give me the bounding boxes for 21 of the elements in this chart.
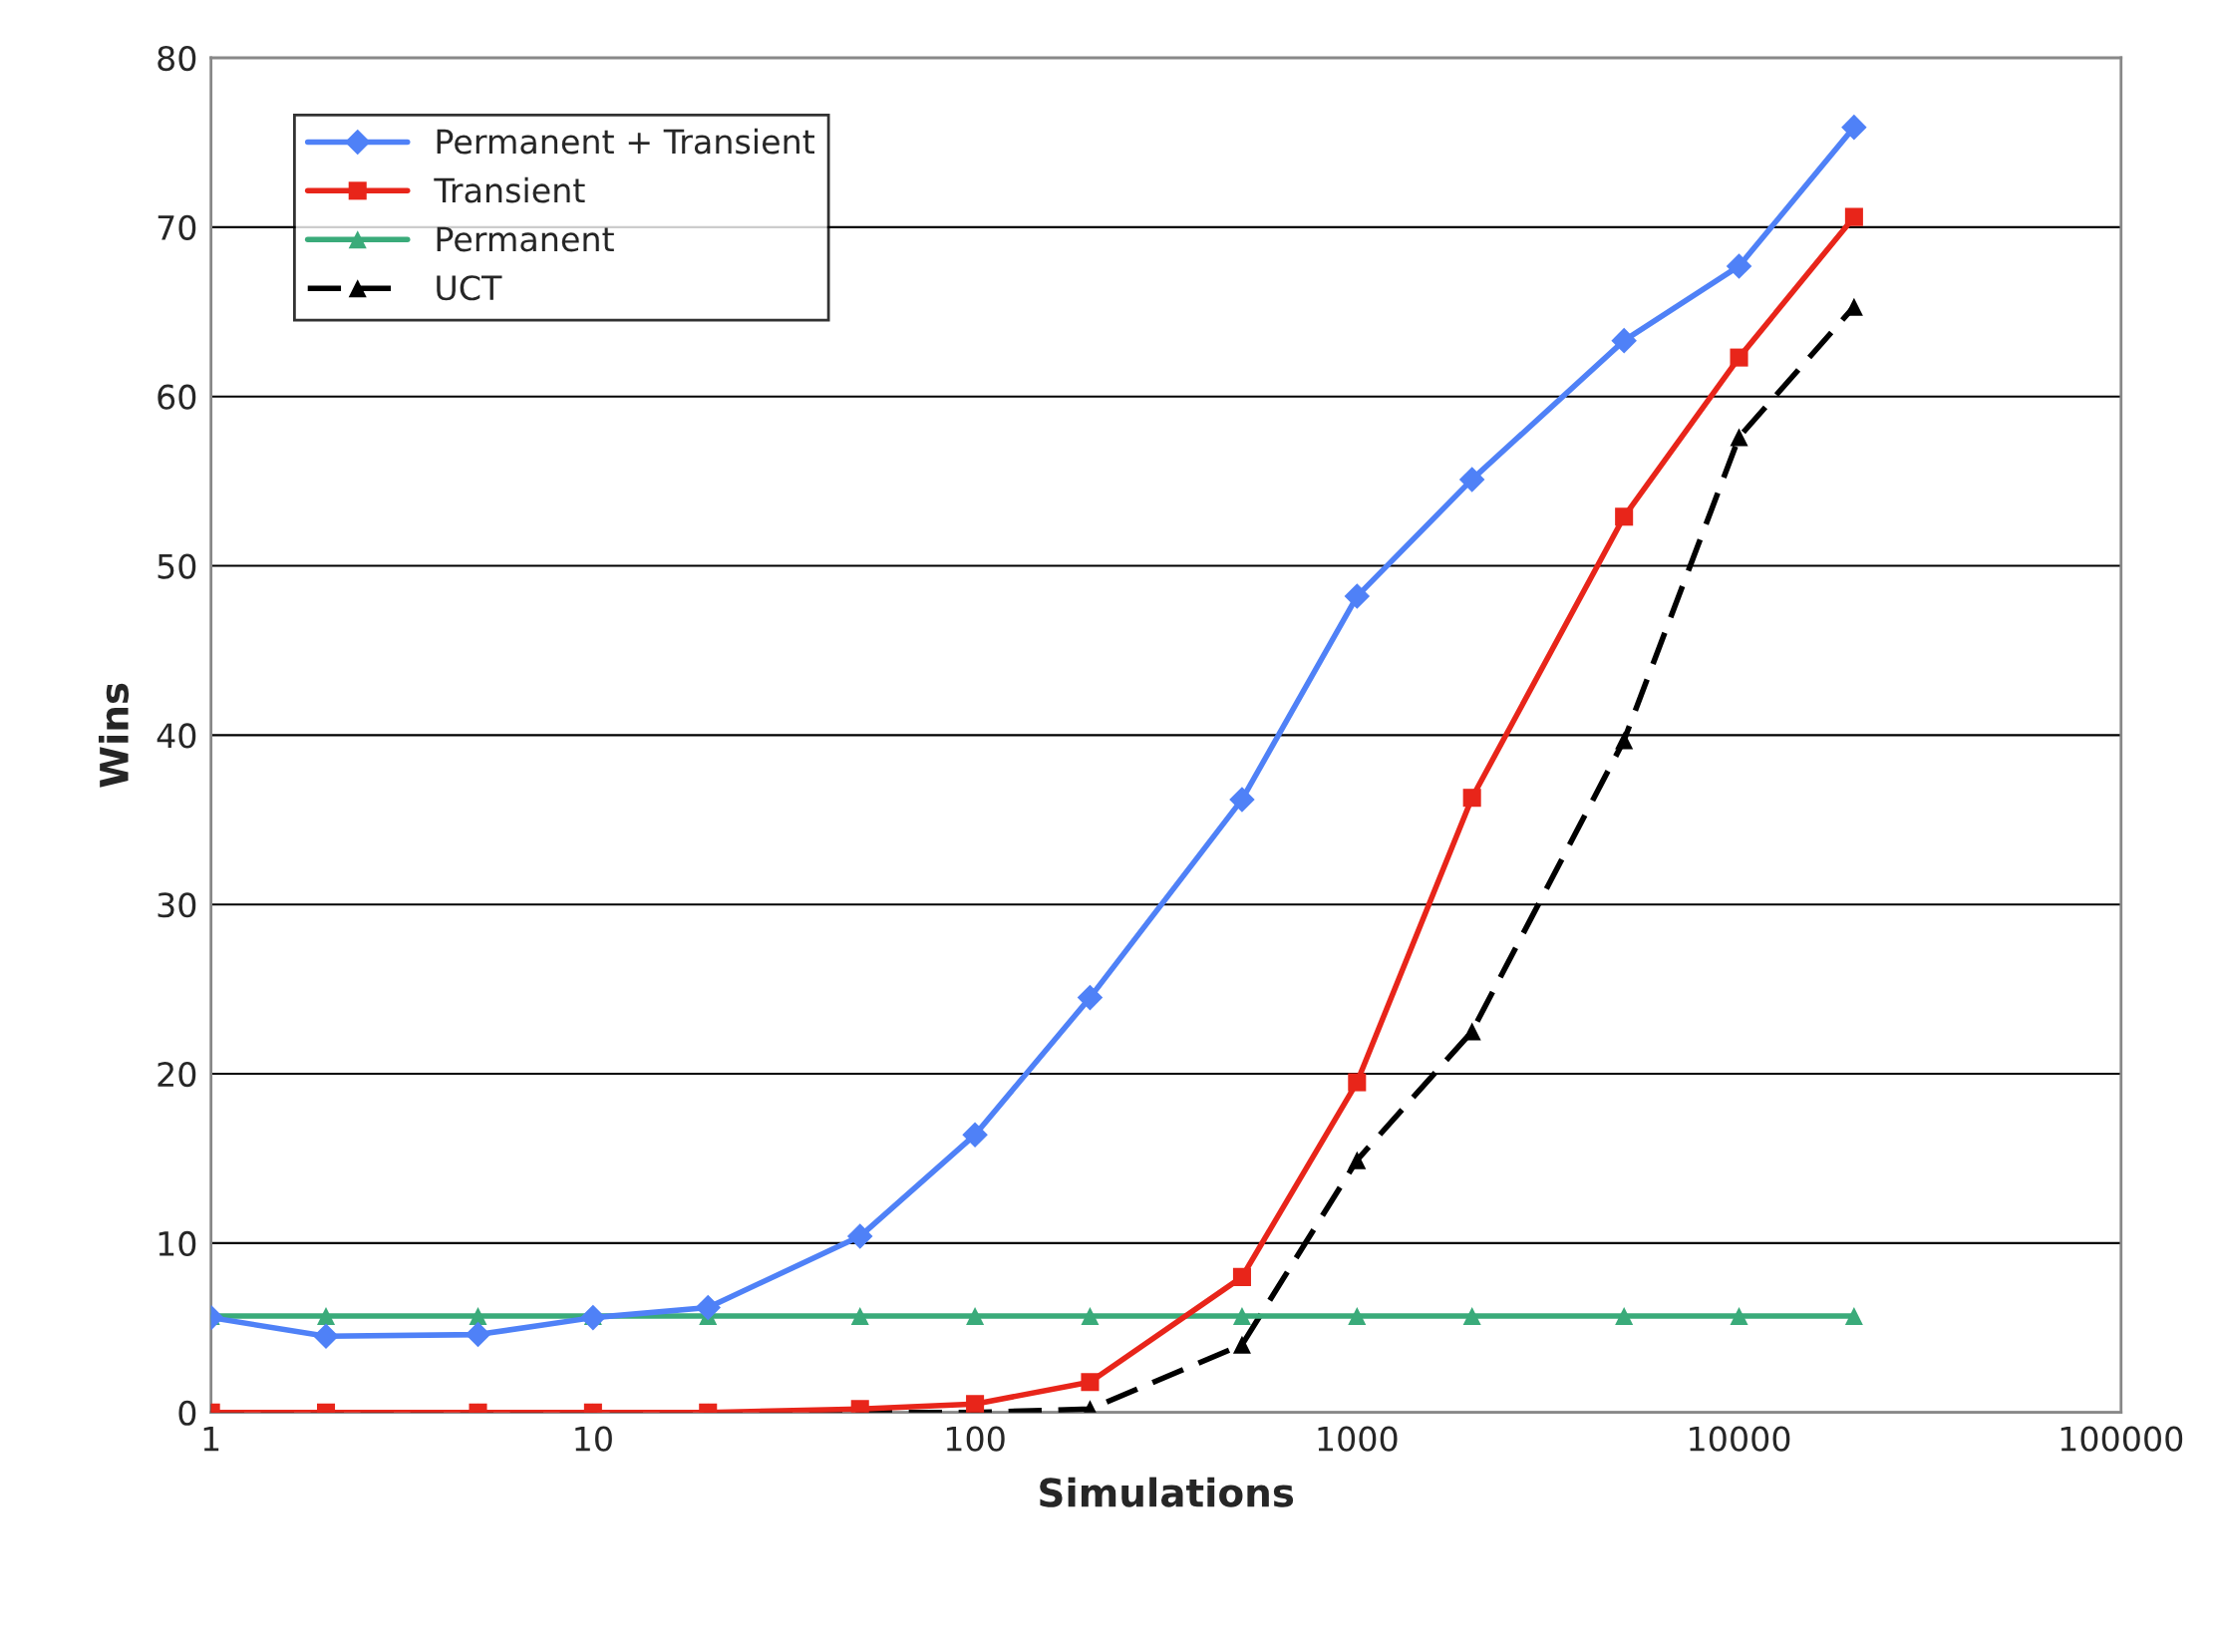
x-axis-title: Simulations: [1040, 1477, 1294, 1507]
y-tick-label: 40: [157, 723, 196, 749]
y-tick-label: 50: [158, 553, 196, 579]
y-tick-label: 0: [178, 1400, 196, 1426]
y-tick-label: 20: [158, 1061, 196, 1088]
legend-label: UCT: [437, 275, 502, 301]
y-tick-label: 60: [158, 384, 196, 410]
x-tick-label: 100: [946, 1426, 1005, 1452]
legend-label: Permanent: [437, 226, 614, 252]
legend-label: Permanent + Transient: [437, 128, 814, 155]
y-tick-label: 30: [158, 892, 196, 918]
y-tick-label: 70: [158, 214, 196, 240]
x-tick-label: 10000: [1690, 1426, 1790, 1452]
y-axis-title: Wins: [98, 683, 130, 788]
y-tick-label: 10: [159, 1230, 196, 1257]
x-tick-label: 1000: [1318, 1426, 1398, 1452]
x-tick-label: 100000: [2061, 1426, 2183, 1452]
x-tick-label: 10: [575, 1426, 612, 1452]
y-tick-label: 80: [158, 45, 196, 72]
legend-label: Transient: [434, 176, 585, 203]
x-tick-label: 1: [203, 1426, 219, 1452]
